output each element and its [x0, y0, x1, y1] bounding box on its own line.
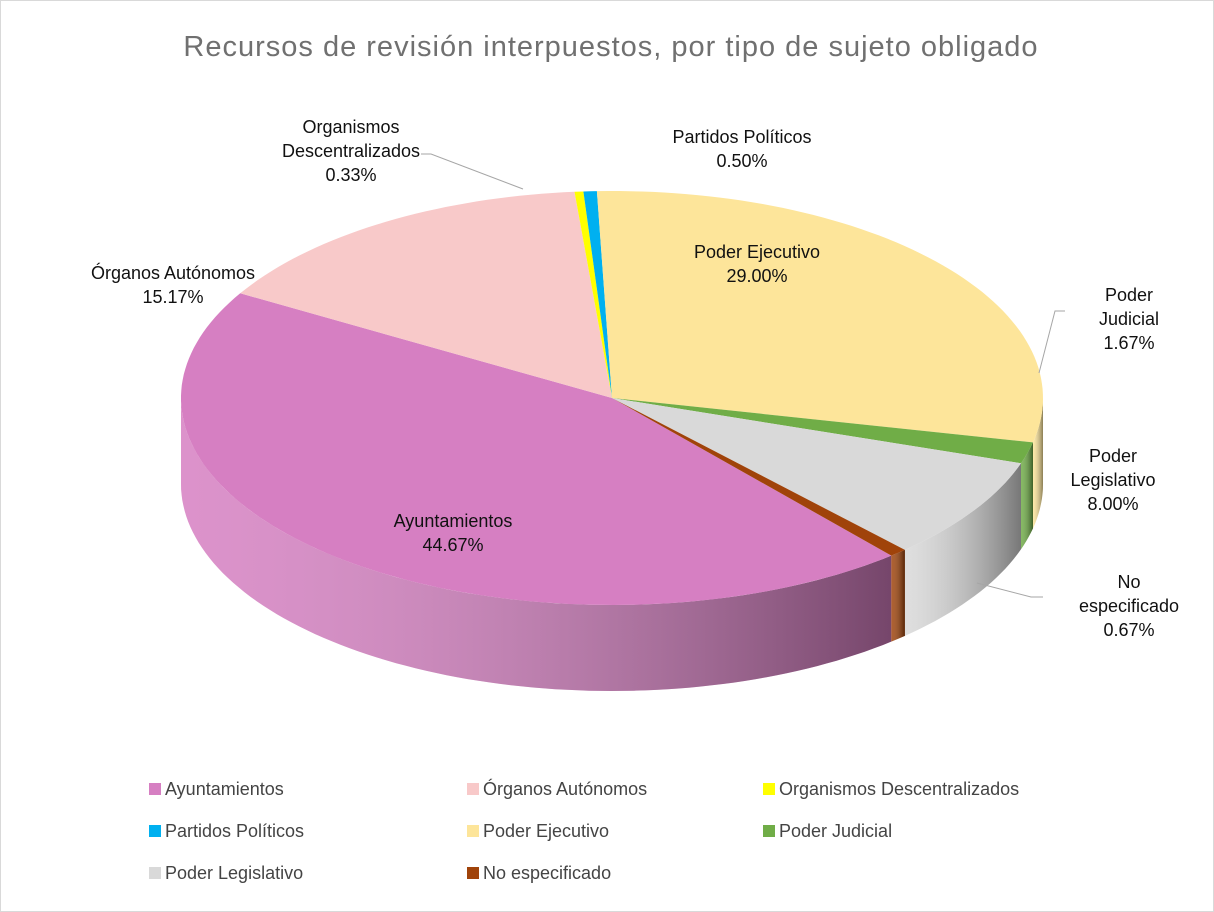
slice	[612, 398, 1021, 550]
legend-label: Poder Judicial	[779, 820, 893, 841]
legend-swatch	[467, 867, 479, 879]
label-value: 29.00%	[726, 266, 788, 286]
legend-item: Poder Ejecutivo	[467, 819, 763, 843]
legend-item: Órganos Autónomos	[467, 777, 763, 801]
label-value: 0.50%	[716, 151, 768, 171]
leader-line	[421, 153, 524, 190]
legend-label: Poder Legislativo	[165, 862, 304, 883]
label-category: Poder Ejecutivo	[693, 242, 821, 262]
leader-line	[1038, 310, 1065, 374]
legend-swatch	[763, 825, 775, 837]
slice	[583, 191, 612, 398]
label-value: 0.67%	[1103, 620, 1155, 640]
legend-swatch	[149, 825, 161, 837]
legend-item: Poder Legislativo	[149, 861, 467, 885]
legend-label: Ayuntamientos	[165, 778, 284, 799]
data-label: Órganos Autónomos 15.17%	[91, 261, 255, 309]
legend-swatch	[467, 783, 479, 795]
leader-lines	[421, 153, 1065, 598]
legend-swatch	[149, 867, 161, 879]
legend-swatch	[467, 825, 479, 837]
slice-side-shade	[904, 463, 1021, 636]
legend: Ayuntamientos Órganos Autónomos Organismos…	[149, 777, 1093, 885]
label-value: 44.67%	[422, 535, 484, 555]
label-value: 0.33%	[325, 165, 377, 185]
data-label: Poder Ejecutivo 29.00%	[694, 240, 820, 288]
chart-title: Recursos de revisión interpuestos, por t…	[183, 31, 1039, 63]
legend-swatch	[149, 783, 161, 795]
label-category: Poder Legislativo	[1070, 446, 1156, 490]
slice-side-shade	[181, 398, 892, 691]
label-category: No especificado	[1078, 572, 1180, 616]
slice	[240, 191, 612, 398]
slice	[612, 398, 1033, 464]
slice	[181, 293, 892, 605]
legend-label: Organismos Descentralizados	[779, 778, 1020, 799]
tops	[181, 191, 1043, 605]
data-label: Organismos Descentralizados 0.33%	[256, 115, 446, 187]
label-category: Partidos Políticos	[672, 127, 812, 147]
leader-line	[976, 582, 1043, 598]
slice	[596, 191, 1043, 443]
walls	[181, 398, 1043, 691]
legend-swatch	[763, 783, 775, 795]
pie	[181, 153, 1065, 691]
label-category: Poder Judicial	[1098, 285, 1160, 329]
label-value: 1.67%	[1103, 333, 1155, 353]
data-label: Partidos Políticos 0.50%	[672, 125, 811, 173]
data-label: Poder Legislativo 8.00%	[1063, 444, 1163, 516]
legend-item: Poder Judicial	[763, 819, 1093, 843]
slice	[574, 191, 612, 398]
label-value: 15.17%	[142, 287, 204, 307]
slice-side-shade	[1033, 398, 1043, 529]
label-category: Órganos Autónomos	[90, 263, 256, 283]
label-category: Ayuntamientos	[393, 511, 513, 531]
legend-label: Partidos Políticos	[165, 820, 305, 841]
slice	[612, 398, 905, 556]
slice-side-shade	[891, 549, 905, 642]
legend-label: Órganos Autónomos	[483, 778, 648, 799]
legend-item: Partidos Políticos	[149, 819, 467, 843]
legend-item: No especificado	[467, 861, 763, 885]
legend-label: No especificado	[483, 862, 612, 883]
legend-label: Poder Ejecutivo	[483, 820, 610, 841]
data-label: Poder Judicial 1.67%	[1087, 283, 1171, 355]
slice-side-shade	[1021, 442, 1033, 550]
label-value: 8.00%	[1087, 494, 1139, 514]
label-category: Organismos Descentralizados	[281, 117, 421, 161]
legend-item: Organismos Descentralizados	[763, 777, 1093, 801]
data-label: Ayuntamientos 44.67%	[394, 509, 513, 557]
legend-item: Ayuntamientos	[149, 777, 467, 801]
data-label: No especificado 0.67%	[1079, 570, 1179, 642]
